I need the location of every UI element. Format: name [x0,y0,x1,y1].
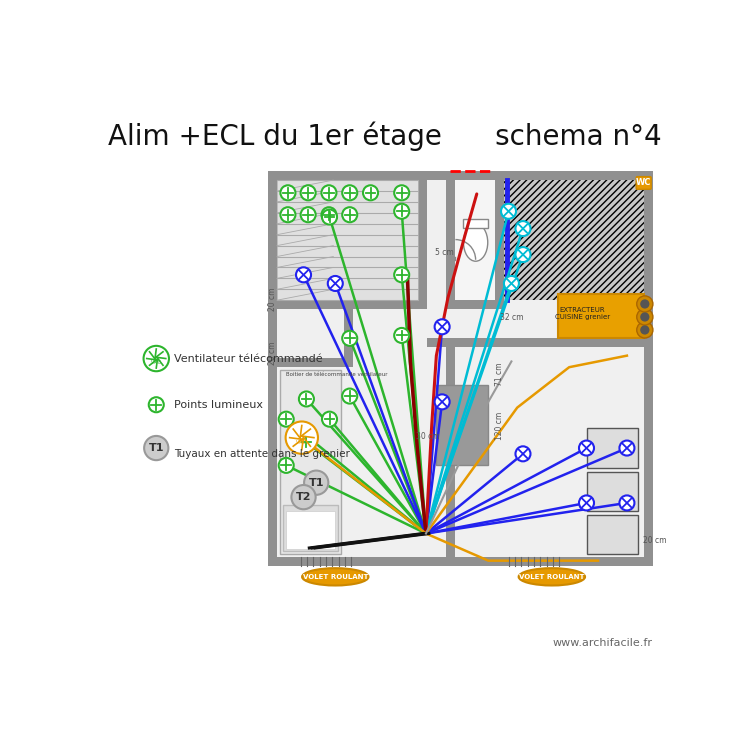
Circle shape [280,207,296,222]
Circle shape [286,422,318,454]
Ellipse shape [302,568,368,586]
Circle shape [301,185,316,200]
Circle shape [504,276,519,291]
Bar [427,338,644,347]
Bar [436,385,488,465]
Circle shape [279,412,294,427]
Circle shape [363,185,378,200]
Text: www.archifacile.fr: www.archifacile.fr [553,638,653,648]
Bar [268,171,653,566]
Bar [586,515,638,554]
Text: T1: T1 [148,443,164,453]
Ellipse shape [464,224,488,261]
Circle shape [322,209,337,224]
Text: VMC: VMC [151,360,162,364]
Text: 20 cm: 20 cm [268,341,277,364]
Circle shape [620,440,634,455]
Circle shape [434,320,450,334]
Circle shape [637,296,653,312]
Text: Ventilateur télécommandé: Ventilateur télécommandé [173,353,322,364]
Text: 120 cm: 120 cm [495,412,504,440]
Bar [446,300,495,310]
Text: 30 cm: 30 cm [416,433,440,442]
Bar [505,180,644,300]
Circle shape [515,446,530,461]
Circle shape [342,185,357,200]
Text: Tuyaux en attente dans le grenier: Tuyaux en attente dans le grenier [173,448,350,459]
Circle shape [143,346,169,371]
Circle shape [342,388,357,404]
Circle shape [637,309,653,325]
Circle shape [322,185,337,200]
Circle shape [301,207,316,222]
Bar [277,180,418,300]
Circle shape [280,185,296,200]
Circle shape [292,485,316,509]
Text: WC: WC [636,178,651,188]
Circle shape [579,496,594,511]
Bar [344,310,353,368]
Ellipse shape [519,568,585,586]
Text: 71 cm: 71 cm [495,362,504,386]
Text: 20 cm: 20 cm [643,536,667,545]
Bar [495,180,505,310]
Circle shape [144,436,169,460]
Circle shape [342,207,357,222]
Text: VMC: VMC [296,440,307,445]
Text: 32 cm: 32 cm [500,313,523,322]
Text: VOLET ROULANT: VOLET ROULANT [302,574,368,580]
Bar [557,295,644,338]
Text: EXTRACTEUR
CUISINE grenier: EXTRACTEUR CUISINE grenier [555,308,610,320]
Circle shape [328,276,343,291]
Bar [455,180,495,300]
Bar [446,180,455,310]
Circle shape [279,458,294,473]
Circle shape [515,221,530,236]
Bar [586,472,638,511]
Bar [286,511,334,548]
Circle shape [148,398,164,412]
Circle shape [322,412,337,427]
Bar [446,347,455,557]
Text: Boitier de télécommande ventilateur: Boitier de télécommande ventilateur [286,372,388,376]
Circle shape [304,470,328,495]
Bar [586,428,638,468]
Bar [277,358,344,368]
Circle shape [434,394,450,410]
Circle shape [296,267,311,282]
Circle shape [394,185,410,200]
Circle shape [640,299,650,308]
Bar [277,300,418,310]
Text: Alim +ECL du 1er étage      schema n°4: Alim +ECL du 1er étage schema n°4 [107,122,662,151]
Text: T1: T1 [308,478,324,488]
Circle shape [299,392,314,406]
Text: VOLET ROULANT: VOLET ROULANT [519,574,584,580]
Circle shape [501,204,516,219]
Text: 20 cm: 20 cm [268,287,277,310]
Circle shape [637,322,653,338]
Circle shape [342,331,357,346]
Text: 5 cm: 5 cm [434,248,453,256]
Circle shape [322,207,337,222]
Bar [277,180,644,557]
Circle shape [640,326,650,334]
Circle shape [620,496,634,511]
Circle shape [640,312,650,322]
Circle shape [394,267,410,282]
Circle shape [579,440,594,455]
Bar [418,180,427,310]
Text: Points lumineux: Points lumineux [173,400,262,410]
Circle shape [394,328,410,343]
Bar [283,506,338,551]
Text: T2: T2 [296,492,311,502]
Circle shape [515,247,530,262]
Circle shape [394,204,410,219]
Circle shape [299,435,314,450]
Bar [280,370,341,554]
Bar [464,219,488,228]
FancyBboxPatch shape [636,177,651,189]
